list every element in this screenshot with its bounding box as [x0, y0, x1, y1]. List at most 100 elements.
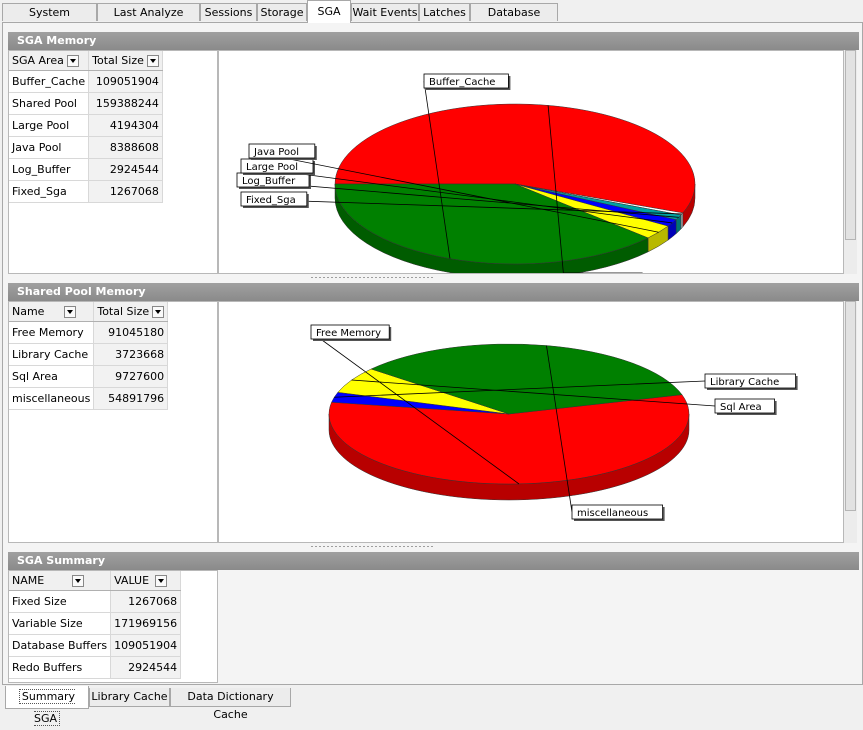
table-row[interactable]: Redo Buffers 2924544 — [9, 656, 182, 679]
tab-wait-events[interactable]: Wait Events — [351, 3, 419, 21]
leader-line — [423, 80, 451, 259]
column-header-name[interactable]: Name — [12, 305, 45, 318]
main-tab-bar: System Statistics Last Analyze Stats Ses… — [0, 0, 863, 37]
shared-pool-chart-scrollbar[interactable] — [844, 301, 857, 543]
cell-value: 109051904 — [110, 634, 182, 657]
cell-name: Free Memory — [9, 321, 95, 344]
tab-database-alerts[interactable]: Database Alerts — [470, 3, 558, 37]
table-row[interactable]: Shared Pool 159388244 — [9, 92, 163, 115]
table-row[interactable]: miscellaneous 54891796 — [9, 387, 169, 410]
column-header-sga-area[interactable]: SGA Area — [12, 54, 64, 67]
pie-side-fixed_sga — [680, 212, 684, 230]
filter-dropdown-icon[interactable] — [64, 306, 77, 318]
label-box — [571, 504, 663, 520]
leader-line — [248, 150, 659, 233]
label-box — [704, 373, 796, 389]
label-box — [240, 191, 308, 207]
leader-line — [310, 331, 520, 485]
label-box — [310, 324, 390, 340]
shared-pool-chart: Free Memory Library Cache Sql Area miscella… — [218, 301, 844, 543]
cell-name: Large Pool — [9, 114, 90, 137]
cell-value: 171969156 — [110, 612, 182, 635]
cell-value: 2924544 — [110, 656, 182, 679]
cell-value: 159388244 — [88, 92, 163, 115]
table-row[interactable]: Library Cache 3723668 — [9, 343, 169, 366]
tab-sga[interactable]: SGA — [307, 0, 351, 23]
table-row[interactable]: Fixed Size 1267068 — [9, 590, 182, 613]
cell-value: 1267068 — [88, 180, 163, 203]
shared-pool-header: Shared Pool Memory — [8, 283, 859, 301]
filter-dropdown-icon[interactable] — [66, 55, 79, 67]
shared-pool-grid: Name Total Size Free Memory 91045180 Libr… — [8, 301, 218, 543]
table-row[interactable]: Log_Buffer 2924544 — [9, 158, 163, 181]
leader-line — [351, 379, 716, 407]
cell-name: Redo Buffers — [9, 656, 112, 679]
tab-system-statistics[interactable]: System Statistics — [2, 3, 97, 37]
tab-data-dictionary-cache[interactable]: Data Dictionary Cache — [170, 688, 291, 721]
cell-name: Shared Pool — [9, 92, 90, 115]
cell-name: Sql Area — [9, 365, 95, 388]
splitter-handle[interactable] — [310, 276, 435, 279]
leader-line — [240, 165, 673, 224]
cell-name: Java Pool — [9, 136, 90, 159]
cell-value: 91045180 — [93, 321, 169, 344]
slice-label: Log_Buffer — [242, 176, 296, 187]
table-row[interactable]: Java Pool 8388608 — [9, 136, 163, 159]
column-header-total-size[interactable]: Total Size — [97, 305, 150, 318]
cell-value: 4194304 — [88, 114, 163, 137]
tab-last-analyze-stats[interactable]: Last Analyze Stats — [97, 3, 200, 37]
sga-content-area: SGA Memory SGA Area Total Size Buffer_Ca… — [2, 22, 863, 685]
cell-name: Log_Buffer — [9, 158, 90, 181]
cell-name: Fixed_Sga — [9, 180, 90, 203]
slice-label: Library Cache — [710, 377, 779, 388]
filter-dropdown-icon[interactable] — [146, 55, 159, 67]
tab-sessions[interactable]: Sessions — [200, 3, 257, 21]
cell-value: 9727600 — [93, 365, 169, 388]
table-row[interactable]: Large Pool 4194304 — [9, 114, 163, 137]
slice-label: Buffer_Cache — [429, 77, 495, 88]
tab-summary-sga[interactable]: Summary SGA — [5, 686, 89, 726]
cell-value: 1267068 — [110, 590, 182, 613]
cell-name: Buffer_Cache — [9, 70, 90, 93]
cell-value: 109051904 — [88, 70, 163, 93]
cell-name: Database Buffers — [9, 634, 112, 657]
scrollbar-thumb[interactable] — [845, 50, 856, 240]
slice-label: Fixed_Sga — [246, 195, 296, 206]
filter-dropdown-icon[interactable] — [155, 575, 168, 587]
tab-label: Summary SGA — [18, 689, 76, 726]
sga-summary-header: SGA Summary — [8, 552, 859, 570]
sga-summary-grid: NAME VALUE Fixed Size 1267068 Variable Si… — [8, 570, 218, 683]
filter-dropdown-icon[interactable] — [72, 575, 85, 587]
leader-line — [334, 380, 706, 398]
table-row[interactable]: Database Buffers 109051904 — [9, 634, 182, 657]
column-header-value[interactable]: VALUE — [114, 574, 150, 587]
column-header-total-size[interactable]: Total Size — [92, 54, 144, 67]
slice-label: Sql Area — [720, 402, 762, 413]
table-row[interactable]: Variable Size 171969156 — [9, 612, 182, 635]
cell-value: 54891796 — [93, 387, 169, 410]
pie-slice-free-memory[interactable] — [328, 394, 690, 485]
label-box — [714, 398, 775, 414]
splitter-handle[interactable] — [310, 545, 435, 548]
tab-storage[interactable]: Storage — [257, 3, 307, 21]
filter-dropdown-icon[interactable] — [152, 306, 165, 318]
tab-latches[interactable]: Latches — [419, 3, 470, 21]
table-row[interactable]: Fixed_Sga 1267068 — [9, 180, 163, 203]
table-row[interactable]: Sql Area 9727600 — [9, 365, 169, 388]
tab-library-cache[interactable]: Library Cache — [89, 688, 170, 707]
table-row[interactable]: Buffer_Cache 109051904 — [9, 70, 163, 93]
column-header-name[interactable]: NAME — [12, 574, 45, 587]
cell-value: 8388608 — [88, 136, 163, 159]
scrollbar-thumb[interactable] — [845, 301, 856, 511]
sga-chart-scrollbar[interactable] — [844, 50, 857, 274]
leader-line — [547, 105, 564, 273]
cell-name: Library Cache — [9, 343, 95, 366]
table-row[interactable]: Free Memory 91045180 — [9, 321, 169, 344]
label-box — [248, 143, 316, 159]
slice-label: Free Memory — [316, 328, 381, 339]
cell-value: 3723668 — [93, 343, 169, 366]
cell-name: Fixed Size — [9, 590, 112, 613]
slice-label: Java Pool — [253, 147, 299, 158]
